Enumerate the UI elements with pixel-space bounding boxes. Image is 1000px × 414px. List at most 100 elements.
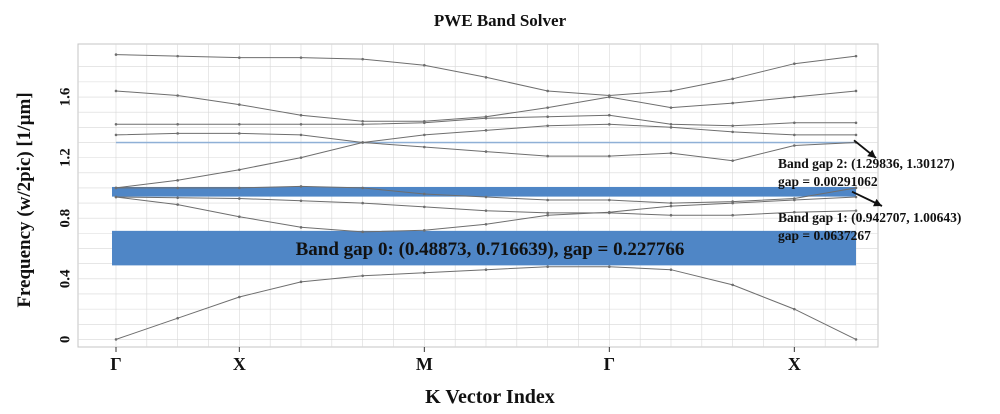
- band-1-point: [361, 230, 364, 234]
- band-gap-0-label: Band gap 0: (0.48873, 0.716639), gap = 0…: [296, 239, 685, 260]
- y-tick-label: 0: [57, 336, 73, 344]
- band-6-point: [299, 122, 303, 126]
- band-gaps: [112, 141, 856, 266]
- band-gap-2-size-label: gap = 0.00291062: [778, 174, 878, 189]
- band-2-point: [299, 199, 303, 203]
- band-0-point: [238, 295, 241, 299]
- band-4-point: [238, 186, 241, 190]
- band-3-point: [854, 133, 858, 137]
- band-2-point: [546, 211, 549, 215]
- x-tick-label: X: [788, 354, 801, 374]
- band-5-point: [114, 133, 118, 137]
- band-0-point: [114, 338, 118, 341]
- band-8-point: [793, 62, 796, 65]
- band-2-point: [176, 196, 179, 200]
- band-1-point: [299, 226, 303, 229]
- plot-border: [77, 43, 879, 348]
- band-4-point: [669, 201, 673, 205]
- band-7-point: [176, 94, 179, 97]
- band-2-point: [793, 210, 796, 214]
- band-0-point: [669, 268, 673, 272]
- band-3-point: [546, 124, 549, 128]
- band-7-point: [731, 101, 734, 105]
- plot-area: [77, 43, 879, 348]
- band-7-point: [238, 103, 241, 106]
- band-7-point: [546, 106, 549, 109]
- band-3-point: [238, 168, 241, 172]
- y-axis-ticks: 0 0.4 0.8 1.2 1.6: [57, 87, 73, 343]
- band-4-point: [854, 186, 858, 190]
- band-7-point: [484, 115, 488, 119]
- chart-title: PWE Band Solver: [434, 11, 567, 30]
- band-2-point: [423, 205, 426, 209]
- y-tick-label: 0.4: [57, 269, 73, 288]
- band-8-point: [361, 57, 364, 61]
- band-7-point: [793, 95, 796, 99]
- band-gap-1-region: [112, 186, 856, 197]
- band-gap-annotations: Band gap 0: (0.48873, 0.716639), gap = 0…: [296, 139, 961, 260]
- band-4-point: [731, 200, 734, 203]
- band-5-point: [546, 154, 549, 158]
- band-5-point: [176, 132, 179, 135]
- band-0-point: [793, 307, 796, 311]
- y-axis-label: Frequency (w/2pic) [1/µm]: [14, 92, 35, 307]
- band-curves: [114, 53, 858, 341]
- band-8-point: [854, 54, 858, 58]
- x-tick-label: M: [416, 354, 433, 374]
- band-3-point: [423, 133, 426, 137]
- band-1-point: [484, 222, 488, 226]
- band-0-point: [361, 274, 364, 278]
- band-8-point: [238, 56, 241, 59]
- band-3-point: [731, 130, 734, 134]
- band-2-point: [361, 201, 364, 205]
- band-0-point: [299, 280, 303, 284]
- band-gap-1-size-label: gap = 0.0637267: [778, 228, 871, 243]
- band-4-point: [299, 185, 303, 188]
- band-6-point: [238, 122, 241, 126]
- band-7-point: [361, 119, 364, 123]
- band-2-point: [608, 211, 611, 215]
- band-1-point: [669, 204, 673, 208]
- band-5-point: [299, 133, 303, 137]
- band-1-point: [423, 229, 426, 232]
- band-8-point: [731, 77, 734, 81]
- band-6-point: [793, 121, 796, 125]
- band-2-point: [854, 209, 858, 212]
- y-tick-label: 1.6: [57, 87, 73, 106]
- band-4-point: [793, 197, 796, 200]
- band-gap-2-region: [116, 141, 856, 144]
- band-5-point: [484, 150, 488, 153]
- band-1-point: [854, 195, 858, 199]
- band-6-point: [361, 122, 364, 126]
- band-3-point: [608, 122, 611, 126]
- band-1-point: [176, 203, 179, 206]
- x-axis-label: K Vector Index: [425, 386, 555, 408]
- band-8-point: [423, 63, 426, 67]
- band-3-point: [176, 179, 179, 182]
- band-5-point: [361, 141, 364, 144]
- band-5-point: [793, 144, 796, 147]
- band-0-point: [546, 265, 549, 269]
- band-2-point: [114, 195, 118, 199]
- band-6-point: [176, 122, 179, 126]
- band-4-point: [546, 198, 549, 202]
- band-8-point: [546, 89, 549, 93]
- band-8-point: [608, 94, 611, 97]
- band-5-point: [731, 159, 734, 162]
- band-3-point: [669, 126, 673, 129]
- band-7-point: [114, 89, 118, 93]
- band-7-point: [423, 119, 426, 123]
- band-4-point: [176, 186, 179, 190]
- band-6-point: [731, 124, 734, 128]
- band-5-point: [669, 151, 673, 155]
- x-tick-label: X: [233, 354, 246, 374]
- band-gap-1-range-label: Band gap 1: (0.942707, 1.00643): [778, 210, 961, 225]
- band-4-point: [423, 192, 426, 196]
- band-3-point: [484, 129, 488, 132]
- band-3-point: [793, 133, 796, 137]
- x-tick-label: Γ: [604, 354, 615, 374]
- band-5-point: [238, 132, 241, 135]
- band-0-point: [423, 271, 426, 275]
